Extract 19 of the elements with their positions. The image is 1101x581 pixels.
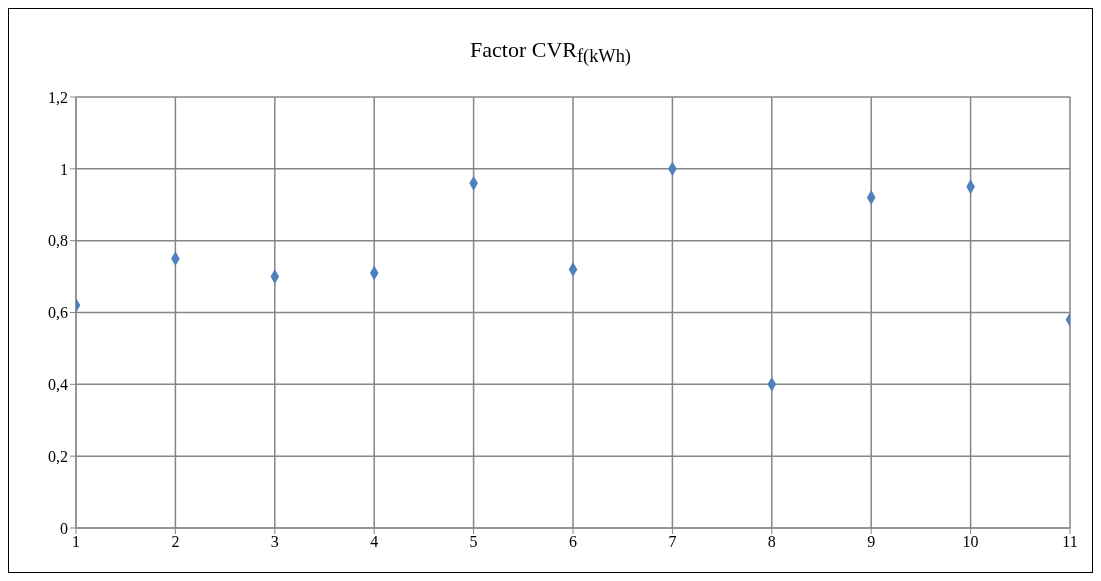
y-tick-label: 0,4 [48, 376, 68, 394]
x-tick-label: 6 [569, 533, 577, 551]
chart-title: Factor CVR$_{f(kWh)}$ [469, 37, 632, 68]
y-tick-label: 0 [60, 519, 68, 537]
y-tick-label: 0,8 [48, 232, 68, 250]
x-tick-label: 5 [469, 533, 478, 551]
x-tick-label: 3 [270, 533, 279, 551]
y-tick-label: 0,2 [48, 447, 68, 465]
x-tick-label: 4 [370, 533, 379, 551]
x-tick-label: 8 [767, 533, 776, 551]
x-tick-label: 1 [72, 533, 80, 551]
x-tick-label: 10 [962, 533, 979, 551]
x-tick-label: 2 [171, 533, 180, 551]
y-tick-label: 1,2 [48, 88, 68, 106]
y-tick-label: 0,6 [48, 304, 68, 322]
y-tick-label: 1 [60, 160, 68, 178]
x-tick-label: 7 [668, 533, 677, 551]
x-tick-label: 11 [1062, 533, 1078, 551]
x-tick-label: 9 [867, 533, 876, 551]
